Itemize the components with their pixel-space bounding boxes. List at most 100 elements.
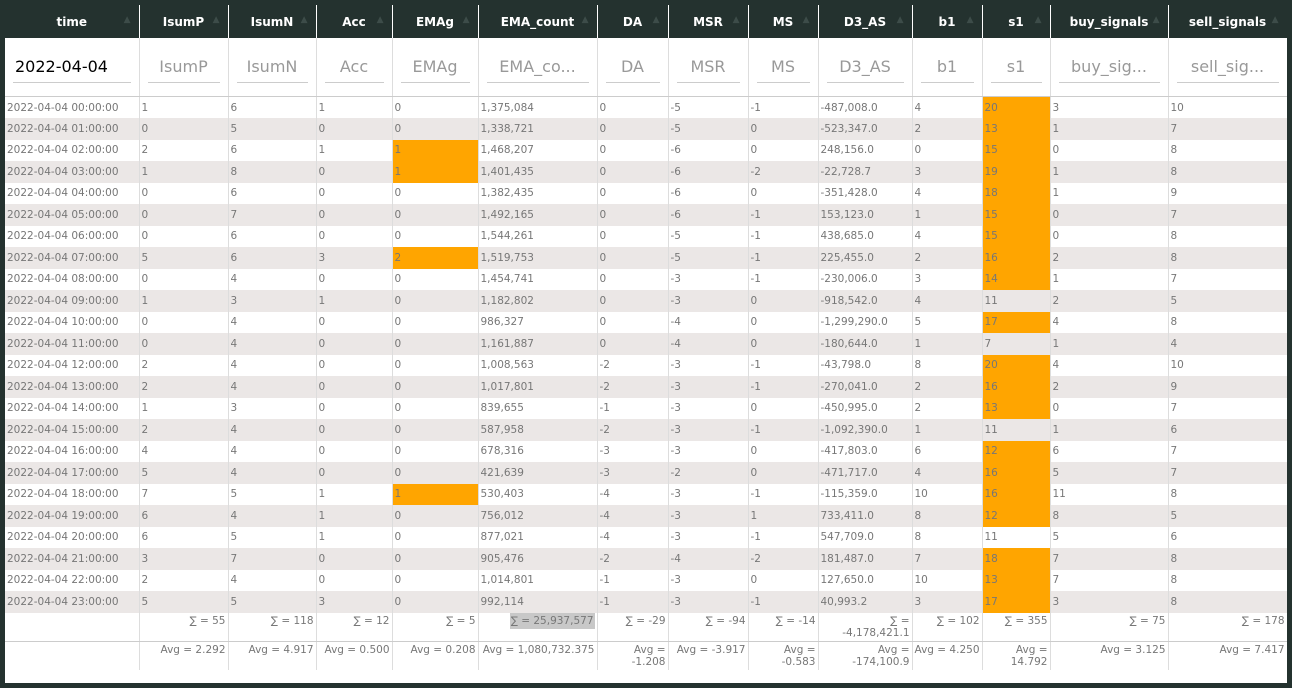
column-header[interactable]: b1 ▲ bbox=[912, 5, 983, 38]
filter-input[interactable] bbox=[1058, 51, 1160, 83]
column-header[interactable]: Acc ▲ bbox=[316, 5, 393, 38]
filter-input[interactable] bbox=[676, 51, 740, 83]
cell: -6 bbox=[668, 182, 749, 204]
cell: -180,644.0 bbox=[818, 333, 913, 355]
filter-input[interactable] bbox=[400, 51, 470, 83]
cell: -2 bbox=[597, 354, 669, 376]
column-header[interactable]: IsumN ▲ bbox=[228, 5, 317, 38]
filter-input[interactable] bbox=[826, 51, 904, 83]
column-header[interactable]: MS ▲ bbox=[748, 5, 819, 38]
cell: -3 bbox=[668, 591, 749, 613]
sort-icon[interactable]: ▲ bbox=[300, 15, 308, 25]
column-header[interactable]: EMA_count ▲ bbox=[478, 5, 598, 38]
cell: 1,492,165 bbox=[478, 204, 598, 226]
sort-icon[interactable]: ▲ bbox=[966, 15, 974, 25]
cell: 4 bbox=[912, 96, 983, 118]
column-header[interactable]: buy_signals ▲ bbox=[1050, 5, 1169, 38]
column-header[interactable]: IsumP ▲ bbox=[139, 5, 229, 38]
filter-input[interactable] bbox=[920, 51, 974, 83]
filter-input[interactable] bbox=[990, 51, 1042, 83]
sort-icon[interactable]: ▲ bbox=[802, 15, 810, 25]
cell: 2022-04-04 16:00:00 bbox=[5, 440, 140, 462]
sort-icon[interactable]: ▲ bbox=[123, 15, 131, 25]
cell: 3 bbox=[912, 268, 983, 290]
column-header[interactable]: time ▲ bbox=[5, 5, 140, 38]
cell: 1 bbox=[912, 419, 983, 441]
cell: 0 bbox=[392, 290, 479, 312]
filter-input[interactable] bbox=[1176, 51, 1279, 83]
cell: -1 bbox=[748, 419, 819, 441]
sort-icon[interactable]: ▲ bbox=[212, 15, 220, 25]
column-header[interactable]: DA ▲ bbox=[597, 5, 669, 38]
avg-cell: Avg = 0.208 bbox=[392, 641, 479, 670]
column-header[interactable]: MSR ▲ bbox=[668, 5, 749, 38]
sum-cell: ∑ = -94 bbox=[668, 612, 749, 642]
column-header[interactable]: sell_signals ▲ bbox=[1168, 5, 1287, 38]
cell: -1 bbox=[597, 569, 669, 591]
cell: 0 bbox=[748, 462, 819, 484]
cell: 0 bbox=[316, 376, 393, 398]
avg-cell: Avg = -0.583 bbox=[748, 641, 819, 670]
filter-input[interactable] bbox=[756, 51, 810, 83]
cell: 2 bbox=[139, 419, 229, 441]
cell: 1,014,801 bbox=[478, 569, 598, 591]
cell: 7 bbox=[228, 204, 317, 226]
cell: -3 bbox=[668, 376, 749, 398]
cell: 248,156.0 bbox=[818, 139, 913, 161]
column-header[interactable]: EMAg ▲ bbox=[392, 5, 479, 38]
filter-input[interactable] bbox=[147, 51, 220, 83]
cell: 2022-04-04 05:00:00 bbox=[5, 204, 140, 226]
cell: -1 bbox=[748, 376, 819, 398]
sort-icon[interactable]: ▲ bbox=[462, 15, 470, 25]
cell: 1 bbox=[1050, 333, 1169, 355]
cell: 0 bbox=[316, 548, 393, 570]
cell: -3 bbox=[668, 290, 749, 312]
cell: 2 bbox=[912, 376, 983, 398]
cell: 20 bbox=[982, 354, 1051, 376]
filter-cell bbox=[5, 38, 140, 97]
filter-input[interactable] bbox=[324, 51, 384, 83]
filter-cell bbox=[597, 38, 669, 97]
cell: 0 bbox=[139, 225, 229, 247]
avg-cell-text: Avg = -0.583 bbox=[781, 643, 816, 668]
filter-input[interactable] bbox=[236, 51, 308, 83]
cell: 0 bbox=[316, 354, 393, 376]
sort-icon[interactable]: ▲ bbox=[896, 15, 904, 25]
sum-cell-text: ∑ = 102 bbox=[936, 614, 980, 627]
cell: 2022-04-04 08:00:00 bbox=[5, 268, 140, 290]
sort-icon[interactable]: ▲ bbox=[1271, 15, 1279, 25]
cell: -6 bbox=[668, 204, 749, 226]
sort-icon[interactable]: ▲ bbox=[652, 15, 660, 25]
cell: 2 bbox=[1050, 376, 1169, 398]
filter-input[interactable] bbox=[486, 51, 589, 83]
data-row: 2022-04-04 03:00:00 1 8 0 1 1,401,435 0 -6 -2 -22… bbox=[5, 161, 1287, 183]
avg-row: Avg = 2.292 Avg = 4.917 Avg = 0.500 Avg = 0… bbox=[5, 641, 1287, 670]
sort-icon[interactable]: ▲ bbox=[732, 15, 740, 25]
cell: 4 bbox=[228, 268, 317, 290]
cell: 0 bbox=[748, 118, 819, 140]
cell: 4 bbox=[1050, 354, 1169, 376]
column-header[interactable]: D3_AS ▲ bbox=[818, 5, 913, 38]
filter-input[interactable] bbox=[13, 51, 131, 83]
cell: -3 bbox=[597, 462, 669, 484]
cell: 1,375,084 bbox=[478, 96, 598, 118]
cell: 2022-04-04 01:00:00 bbox=[5, 118, 140, 140]
cell: 678,316 bbox=[478, 440, 598, 462]
cell: 6 bbox=[139, 526, 229, 548]
data-row: 2022-04-04 02:00:00 2 6 1 1 1,468,207 0 -6 0 248,… bbox=[5, 139, 1287, 161]
filter-input[interactable] bbox=[605, 51, 660, 83]
column-header[interactable]: s1 ▲ bbox=[982, 5, 1051, 38]
sum-cell-text: ∑ = 5 bbox=[446, 614, 476, 627]
cell: 12 bbox=[982, 440, 1051, 462]
cell: 3 bbox=[1050, 96, 1169, 118]
cell: 839,655 bbox=[478, 397, 598, 419]
data-row: 2022-04-04 21:00:00 3 7 0 0 905,476 -2 -4 -2 181,… bbox=[5, 548, 1287, 570]
cell: 7 bbox=[912, 548, 983, 570]
sort-icon[interactable]: ▲ bbox=[376, 15, 384, 25]
sort-icon[interactable]: ▲ bbox=[1152, 15, 1160, 25]
sort-icon[interactable]: ▲ bbox=[581, 15, 589, 25]
cell: 8 bbox=[1168, 139, 1287, 161]
avg-cell-text: Avg = 14.792 bbox=[1010, 643, 1048, 668]
avg-cell: Avg = 14.792 bbox=[982, 641, 1051, 670]
sort-icon[interactable]: ▲ bbox=[1034, 15, 1042, 25]
